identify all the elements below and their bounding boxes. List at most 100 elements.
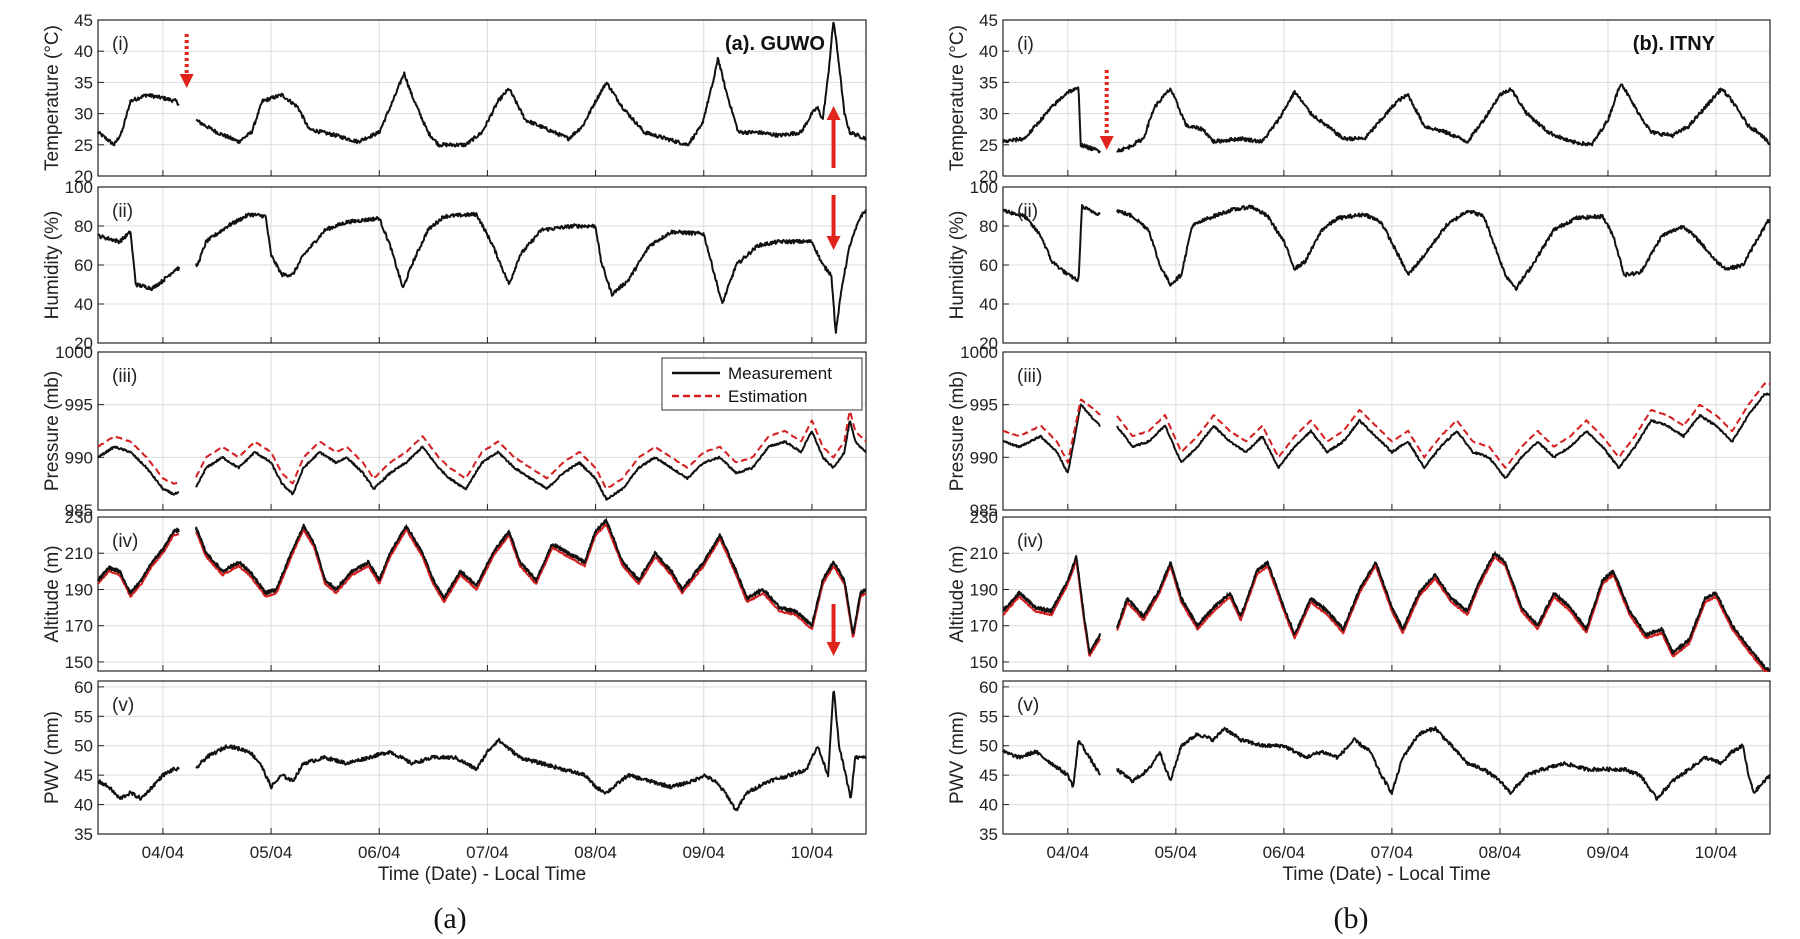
y-tick-label: 100 <box>65 178 93 197</box>
x-axis-label: Time (Date) - Local Time <box>378 864 586 885</box>
x-tick-label: 05/04 <box>1155 843 1198 862</box>
x-axis-label: Time (Date) - Local Time <box>1282 864 1490 885</box>
panel-4: 150 170 190 210 230 (iv) Altitude (m) <box>42 508 867 672</box>
y-tick-label: 45 <box>979 766 998 785</box>
y-tick-label: 1000 <box>960 343 998 362</box>
y-tick-label: 80 <box>979 217 998 236</box>
series-line-measurement <box>1002 726 1771 801</box>
panel-5: 35 40 45 50 55 60 (v) PWV (mm) <box>947 678 1771 844</box>
y-tick-label: 45 <box>74 11 93 30</box>
y-tick-label: 985 <box>970 501 998 520</box>
panel-label: (v) <box>1017 695 1039 716</box>
annotation-arrow-head <box>826 236 841 250</box>
y-tick-label: 40 <box>74 295 93 314</box>
panel-2: 20 40 60 80 100 (ii) Humidity (%) <box>42 178 867 353</box>
y-tick-label: 230 <box>970 508 998 527</box>
y-tick-label: 45 <box>979 11 998 30</box>
series-line-measurement <box>1002 392 1771 479</box>
y-tick-label: 35 <box>74 73 93 92</box>
x-tick-label: 04/04 <box>142 843 185 862</box>
y-tick-label: 80 <box>74 217 93 236</box>
legend-label-measurement: Measurement <box>728 364 832 383</box>
panel-label: (i) <box>1017 34 1034 55</box>
y-tick-label: 55 <box>979 707 998 726</box>
panel-label: (iii) <box>1017 366 1042 387</box>
y-tick-label: 50 <box>979 737 998 756</box>
x-tick-label: 08/04 <box>1479 843 1522 862</box>
y-tick-label: 150 <box>970 653 998 672</box>
y-axis-label: Humidity (%) <box>42 211 63 320</box>
panel-frame <box>1002 186 1771 344</box>
panel-frame <box>97 351 867 511</box>
y-axis-label: Pressure (mb) <box>947 371 968 491</box>
y-tick-label: 60 <box>979 256 998 275</box>
y-tick-label: 20 <box>979 167 998 186</box>
y-tick-label: 25 <box>74 136 93 155</box>
x-tick-label: 04/04 <box>1047 843 1090 862</box>
x-tick-label: 06/04 <box>358 843 401 862</box>
y-tick-label: 20 <box>74 334 93 353</box>
y-tick-label: 30 <box>74 105 93 124</box>
y-tick-label: 60 <box>979 678 998 697</box>
y-tick-label: 35 <box>74 825 93 844</box>
x-tick-label: 05/04 <box>250 843 293 862</box>
series-line-measurement <box>97 420 867 501</box>
series-line-estimation <box>1002 382 1771 469</box>
series-line-measurement <box>97 209 867 334</box>
legend-box <box>661 357 863 411</box>
y-tick-label: 40 <box>979 42 998 61</box>
panel-frame <box>1002 516 1771 672</box>
y-tick-label: 40 <box>74 796 93 815</box>
y-tick-label: 210 <box>970 544 998 563</box>
y-tick-label: 40 <box>979 295 998 314</box>
panel-2: 20 40 60 80 100 (ii) Humidity (%) <box>947 178 1771 353</box>
y-tick-label: 55 <box>74 707 93 726</box>
series-line-estimation <box>97 410 867 490</box>
y-axis-label: Temperature (°C) <box>42 25 63 171</box>
chart-guwo: 20 25 30 35 40 45 (i) Temperature (°C) 20 40 60 80 1… <box>42 11 867 885</box>
panel-label: (i) <box>112 34 129 55</box>
y-tick-label: 100 <box>970 178 998 197</box>
panel-label: (iv) <box>1017 531 1043 552</box>
annotation-arrow-head <box>179 74 194 88</box>
y-tick-label: 20 <box>74 167 93 186</box>
y-tick-label: 995 <box>65 396 93 415</box>
x-tick-label: 06/04 <box>1263 843 1306 862</box>
x-tick-label: 08/04 <box>574 843 617 862</box>
panel-4: 150 170 190 210 230 (iv) Altitude (m) <box>947 508 1771 672</box>
annotation-arrow-head <box>826 642 841 656</box>
panel-frame <box>1002 19 1771 177</box>
y-tick-label: 190 <box>970 580 998 599</box>
chart-title: (a). GUWO <box>725 33 825 55</box>
y-tick-label: 35 <box>979 825 998 844</box>
x-tick-label: 09/04 <box>682 843 725 862</box>
y-tick-label: 45 <box>74 766 93 785</box>
x-tick-label: 10/04 <box>1695 843 1738 862</box>
x-tick-label: 09/04 <box>1587 843 1630 862</box>
series-line-estimation <box>97 523 867 638</box>
panel-frame <box>97 186 867 344</box>
y-axis-label: PWV (mm) <box>42 711 63 804</box>
panel-label: (ii) <box>1017 201 1038 222</box>
x-tick-label: 07/04 <box>1371 843 1414 862</box>
y-axis-label: Temperature (°C) <box>947 25 968 171</box>
y-tick-label: 1000 <box>55 343 93 362</box>
y-tick-label: 60 <box>74 678 93 697</box>
y-tick-label: 25 <box>979 136 998 155</box>
panel-3: 985 990 995 1000 (iii) Pressure (mb) <box>42 343 867 520</box>
panel-5: 35 40 45 50 55 60 (v) PWV (mm) <box>42 678 867 844</box>
y-tick-label: 995 <box>970 396 998 415</box>
y-axis-label: Altitude (m) <box>947 545 968 642</box>
y-tick-label: 990 <box>970 448 998 467</box>
panel-1: 20 25 30 35 40 45 (i) Temperature (°C) <box>947 11 1771 186</box>
y-tick-label: 20 <box>979 334 998 353</box>
y-axis-label: Humidity (%) <box>947 211 968 320</box>
y-tick-label: 170 <box>65 617 93 636</box>
y-tick-label: 230 <box>65 508 93 527</box>
chart-itny: 20 25 30 35 40 45 (i) Temperature (°C) 20 40 60 80 1… <box>947 11 1771 885</box>
panel-label: (v) <box>112 695 134 716</box>
y-tick-label: 30 <box>979 105 998 124</box>
panel-1: 20 25 30 35 40 45 (i) Temperature (°C) <box>42 11 867 186</box>
